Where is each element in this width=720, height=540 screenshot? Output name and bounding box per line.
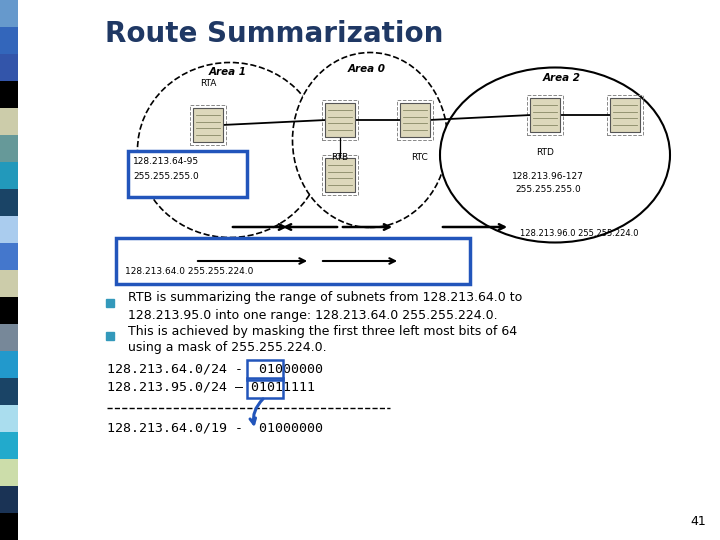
- Text: 255.255.255.0: 255.255.255.0: [133, 172, 199, 181]
- Bar: [0, 351, 18, 378]
- Ellipse shape: [138, 63, 323, 238]
- FancyBboxPatch shape: [530, 98, 560, 132]
- Bar: [0, 54, 18, 81]
- Bar: [0, 108, 18, 135]
- Text: RTB: RTB: [331, 153, 348, 162]
- Text: Route Summarization: Route Summarization: [105, 20, 444, 48]
- Text: Area 1: Area 1: [209, 67, 247, 77]
- FancyBboxPatch shape: [116, 238, 470, 284]
- Bar: [0, 486, 18, 513]
- Text: 41: 41: [690, 515, 706, 528]
- Text: 128.213.64.0 255.255.224.0: 128.213.64.0 255.255.224.0: [125, 267, 253, 276]
- Bar: [0, 297, 18, 324]
- Text: 255.255.255.0: 255.255.255.0: [515, 185, 581, 194]
- Text: This is achieved by masking the first three left most bits of 64: This is achieved by masking the first th…: [128, 325, 517, 338]
- Text: 128.213.95.0/24 – 01011111: 128.213.95.0/24 – 01011111: [107, 381, 315, 394]
- Bar: [0, 324, 18, 351]
- Bar: [0, 0, 18, 27]
- Bar: [0, 432, 18, 459]
- FancyBboxPatch shape: [610, 98, 640, 132]
- Text: 128.213.95.0 into one range: 128.213.64.0 255.255.224.0.: 128.213.95.0 into one range: 128.213.64.…: [128, 308, 498, 321]
- Text: 128.213.64.0/19 -  01000000: 128.213.64.0/19 - 01000000: [107, 422, 323, 435]
- Text: using a mask of 255.255.224.0.: using a mask of 255.255.224.0.: [128, 341, 327, 354]
- Text: 128.213.64-95: 128.213.64-95: [133, 157, 199, 166]
- Bar: [0, 81, 18, 108]
- Bar: [0, 270, 18, 297]
- Text: 128.213.96.0 255.255.224.0: 128.213.96.0 255.255.224.0: [520, 228, 639, 238]
- FancyBboxPatch shape: [325, 103, 355, 137]
- FancyBboxPatch shape: [193, 108, 223, 142]
- Text: RTB is summarizing the range of subnets from 128.213.64.0 to: RTB is summarizing the range of subnets …: [128, 292, 522, 305]
- Bar: [0, 162, 18, 189]
- Text: Area 2: Area 2: [543, 73, 581, 83]
- Text: RTA: RTA: [200, 79, 216, 88]
- Bar: [0, 189, 18, 216]
- Bar: [0, 459, 18, 486]
- Bar: [0, 513, 18, 540]
- FancyBboxPatch shape: [400, 103, 430, 137]
- FancyBboxPatch shape: [128, 151, 247, 197]
- Bar: [0, 216, 18, 243]
- Text: 128.213.64.0/24 -  01000000: 128.213.64.0/24 - 01000000: [107, 362, 323, 375]
- Text: Area 0: Area 0: [348, 64, 386, 74]
- Ellipse shape: [440, 68, 670, 242]
- FancyBboxPatch shape: [325, 158, 355, 192]
- Text: 128.213.96-127: 128.213.96-127: [512, 172, 584, 181]
- Bar: [0, 405, 18, 432]
- Text: RTC: RTC: [412, 153, 428, 162]
- Bar: [0, 135, 18, 162]
- Bar: [0, 27, 18, 54]
- Bar: [0, 378, 18, 405]
- Bar: [0, 243, 18, 270]
- Text: RTD: RTD: [536, 148, 554, 157]
- Ellipse shape: [292, 52, 448, 227]
